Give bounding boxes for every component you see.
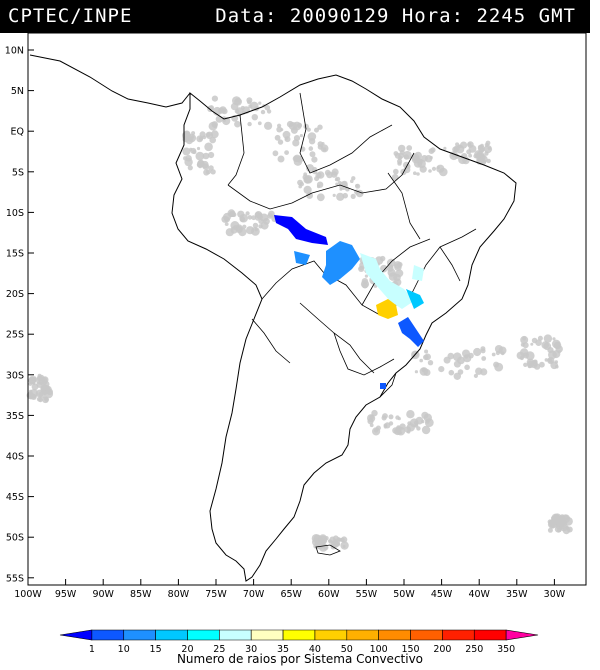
lat-label: 30S (6, 370, 24, 381)
legend-label: 25 (213, 644, 225, 655)
legend-label: 30 (245, 644, 257, 655)
legend-swatch (378, 629, 411, 641)
storm-cell (274, 215, 328, 245)
lat-label: EQ (11, 127, 24, 138)
lon-label: 80W (168, 589, 190, 600)
map-header: CPTEC/INPE Data: 20090129 Hora: 2245 GMT (0, 0, 590, 33)
continent-outline (29, 54, 517, 582)
header-source: CPTEC/INPE (8, 5, 133, 27)
storm-cell (406, 289, 424, 309)
lat-label: 5N (11, 86, 24, 97)
lon-label: 30W (544, 589, 566, 600)
legend-swatch (314, 629, 348, 641)
legend-swatch (410, 629, 443, 641)
lon-label: 40W (468, 589, 490, 600)
lat-label: 35S (6, 411, 24, 422)
legend-label: 350 (497, 644, 515, 655)
legend-swatch (442, 629, 475, 641)
latitude-labels: 10N 5N EQ 5S 10S 15S 20S 25S 30S 35S 40S 45S 50S 55S (5, 46, 34, 584)
lon-label: 35W (506, 589, 528, 600)
south-america-coast (171, 74, 517, 582)
lat-label: 50S (6, 533, 24, 544)
legend-caption: Numero de raios por Sistema Convectivo (176, 652, 424, 666)
legend-swatch (219, 629, 252, 641)
lon-label: 90W (92, 589, 114, 600)
lat-label: 10N (5, 46, 24, 57)
island-outline (315, 544, 341, 556)
storm-cell (380, 383, 386, 389)
lon-label: 65W (280, 589, 302, 600)
longitude-labels: 100W 95W 90W 85W 80W 75W 70W 65W 60W 55W 50W 45W 40W… (14, 579, 566, 600)
legend-swatch (473, 629, 507, 641)
storm-cell (376, 299, 398, 319)
lon-label: 100W (14, 589, 42, 600)
legend-label: 20 (181, 644, 193, 655)
legend-label: 10 (118, 644, 130, 655)
map-frame (27, 33, 587, 586)
lon-label: 70W (243, 589, 265, 600)
lat-label: 40S (6, 452, 24, 463)
legend-label: 200 (433, 644, 451, 655)
legend-swatch (346, 629, 379, 641)
legend-label: 15 (150, 644, 162, 655)
lat-label: 20S (6, 289, 24, 300)
storm-cell (294, 251, 310, 265)
legend-label: 35 (277, 644, 289, 655)
lat-label: 55S (6, 573, 24, 584)
lat-label: 25S (6, 330, 24, 341)
legend-colorbar: 1 10 15 20 25 30 35 40 50 100 150 200 250 350 (59, 629, 539, 655)
legend-swatch (187, 629, 220, 641)
lon-label: 55W (356, 589, 378, 600)
lightning-cells (274, 215, 424, 389)
legend-swatch (155, 629, 188, 641)
lat-label: 45S (6, 492, 24, 503)
lon-label: 45W (431, 589, 453, 600)
lon-label: 75W (205, 589, 227, 600)
lon-label: 60W (318, 589, 340, 600)
legend-swatch (59, 629, 93, 641)
legend-label: 40 (309, 644, 321, 655)
legend-swatch (91, 629, 125, 641)
country-borders (227, 92, 477, 398)
cloud-cover (26, 95, 573, 552)
lat-label: 15S (6, 249, 24, 260)
lightning-map: 10N5NEQ5S10S15S20S25S30S35S40S45S50S55S … (5, 33, 587, 655)
legend-label: 1 (89, 644, 95, 655)
legend-swatch (282, 629, 316, 641)
lon-label: 85W (130, 589, 152, 600)
storm-cell (398, 317, 424, 347)
lon-label: 50W (393, 589, 415, 600)
central-america-coast (29, 54, 191, 108)
lon-label: 95W (55, 589, 77, 600)
storm-cell (360, 253, 414, 309)
lat-label: 5S (12, 167, 24, 178)
legend-label: 250 (465, 644, 483, 655)
legend-label: 150 (401, 644, 419, 655)
legend-label: 100 (370, 644, 388, 655)
legend-swatch (505, 629, 539, 641)
storm-cell (412, 265, 424, 281)
storm-cell (322, 241, 360, 285)
lat-label: 10S (6, 208, 24, 219)
legend-swatch (123, 629, 156, 641)
legend-label: 50 (341, 644, 353, 655)
header-datetime: Data: 20090129 Hora: 2245 GMT (215, 5, 576, 27)
legend-swatch (250, 629, 284, 641)
